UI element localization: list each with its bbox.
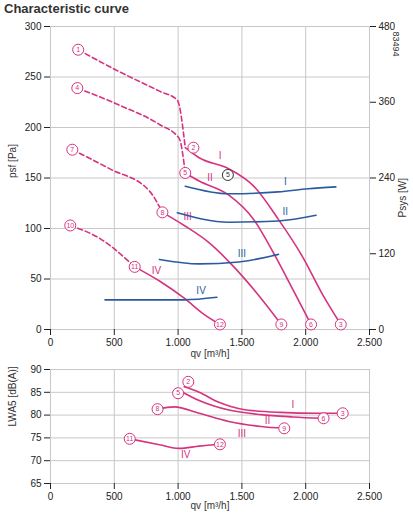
svg-text:250: 250 bbox=[25, 71, 42, 82]
svg-text:2: 2 bbox=[191, 144, 195, 151]
svg-text:12: 12 bbox=[216, 321, 224, 328]
svg-text:8: 8 bbox=[160, 209, 164, 216]
svg-text:IV: IV bbox=[196, 285, 206, 296]
svg-text:80: 80 bbox=[30, 409, 42, 420]
svg-text:0: 0 bbox=[379, 324, 385, 335]
svg-text:83494: 83494 bbox=[391, 31, 401, 56]
svg-text:IV: IV bbox=[152, 265, 162, 276]
svg-text:I: I bbox=[219, 150, 222, 161]
svg-text:III: III bbox=[183, 211, 191, 222]
svg-text:2.500: 2.500 bbox=[357, 491, 382, 502]
svg-text:6: 6 bbox=[322, 415, 326, 422]
svg-text:1.500: 1.500 bbox=[229, 337, 254, 348]
svg-text:240: 240 bbox=[379, 172, 396, 183]
svg-text:5: 5 bbox=[183, 169, 187, 176]
svg-text:IV: IV bbox=[181, 449, 191, 460]
svg-text:2: 2 bbox=[186, 378, 190, 385]
svg-text:500: 500 bbox=[106, 337, 123, 348]
svg-text:II: II bbox=[207, 172, 213, 183]
svg-text:75: 75 bbox=[30, 432, 42, 443]
svg-text:5: 5 bbox=[226, 171, 230, 178]
svg-text:70: 70 bbox=[30, 455, 42, 466]
svg-text:300: 300 bbox=[25, 21, 42, 32]
svg-text:qv [m³/h]: qv [m³/h] bbox=[191, 500, 230, 511]
svg-text:100: 100 bbox=[25, 223, 42, 234]
svg-text:5: 5 bbox=[176, 389, 180, 396]
svg-text:1.000: 1.000 bbox=[166, 491, 191, 502]
svg-text:1.500: 1.500 bbox=[229, 491, 254, 502]
svg-text:11: 11 bbox=[126, 435, 133, 442]
svg-text:120: 120 bbox=[379, 248, 396, 259]
svg-text:3: 3 bbox=[341, 410, 345, 417]
svg-text:12: 12 bbox=[216, 441, 224, 448]
svg-text:0: 0 bbox=[48, 337, 54, 348]
svg-text:360: 360 bbox=[379, 96, 396, 107]
svg-text:65: 65 bbox=[30, 478, 42, 489]
svg-text:I: I bbox=[284, 176, 287, 187]
svg-text:0: 0 bbox=[48, 491, 54, 502]
svg-text:200: 200 bbox=[25, 122, 42, 133]
svg-text:2.000: 2.000 bbox=[293, 491, 318, 502]
svg-text:II: II bbox=[283, 206, 289, 217]
svg-text:2.500: 2.500 bbox=[357, 337, 382, 348]
svg-text:150: 150 bbox=[25, 172, 42, 183]
svg-text:480: 480 bbox=[379, 21, 396, 32]
svg-text:9: 9 bbox=[282, 425, 286, 432]
svg-text:0: 0 bbox=[36, 324, 42, 335]
svg-text:II: II bbox=[265, 415, 271, 426]
svg-text:500: 500 bbox=[106, 491, 123, 502]
svg-text:7: 7 bbox=[70, 146, 74, 153]
svg-text:50: 50 bbox=[30, 273, 42, 284]
svg-text:LWA5 [dB(A)]: LWA5 [dB(A)] bbox=[7, 366, 18, 426]
svg-text:11: 11 bbox=[131, 263, 138, 270]
html-text:Characteristic curve: Characteristic curve bbox=[4, 1, 129, 16]
svg-text:8: 8 bbox=[156, 405, 160, 412]
svg-text:1: 1 bbox=[76, 46, 80, 53]
svg-text:3: 3 bbox=[339, 321, 343, 328]
svg-text:III: III bbox=[238, 428, 246, 439]
svg-text:I: I bbox=[292, 399, 295, 410]
svg-text:1.000: 1.000 bbox=[166, 337, 191, 348]
svg-text:III: III bbox=[238, 248, 246, 259]
svg-text:6: 6 bbox=[309, 321, 313, 328]
svg-text:10: 10 bbox=[66, 222, 74, 229]
svg-text:qv [m³/h]: qv [m³/h] bbox=[191, 348, 230, 359]
svg-text:Psys [W]: Psys [W] bbox=[397, 178, 408, 218]
svg-text:9: 9 bbox=[279, 321, 283, 328]
svg-text:psf [Pa]: psf [Pa] bbox=[7, 144, 18, 178]
svg-text:90: 90 bbox=[30, 364, 42, 375]
svg-text:2.000: 2.000 bbox=[293, 337, 318, 348]
svg-text:4: 4 bbox=[75, 84, 79, 91]
svg-text:85: 85 bbox=[30, 387, 42, 398]
